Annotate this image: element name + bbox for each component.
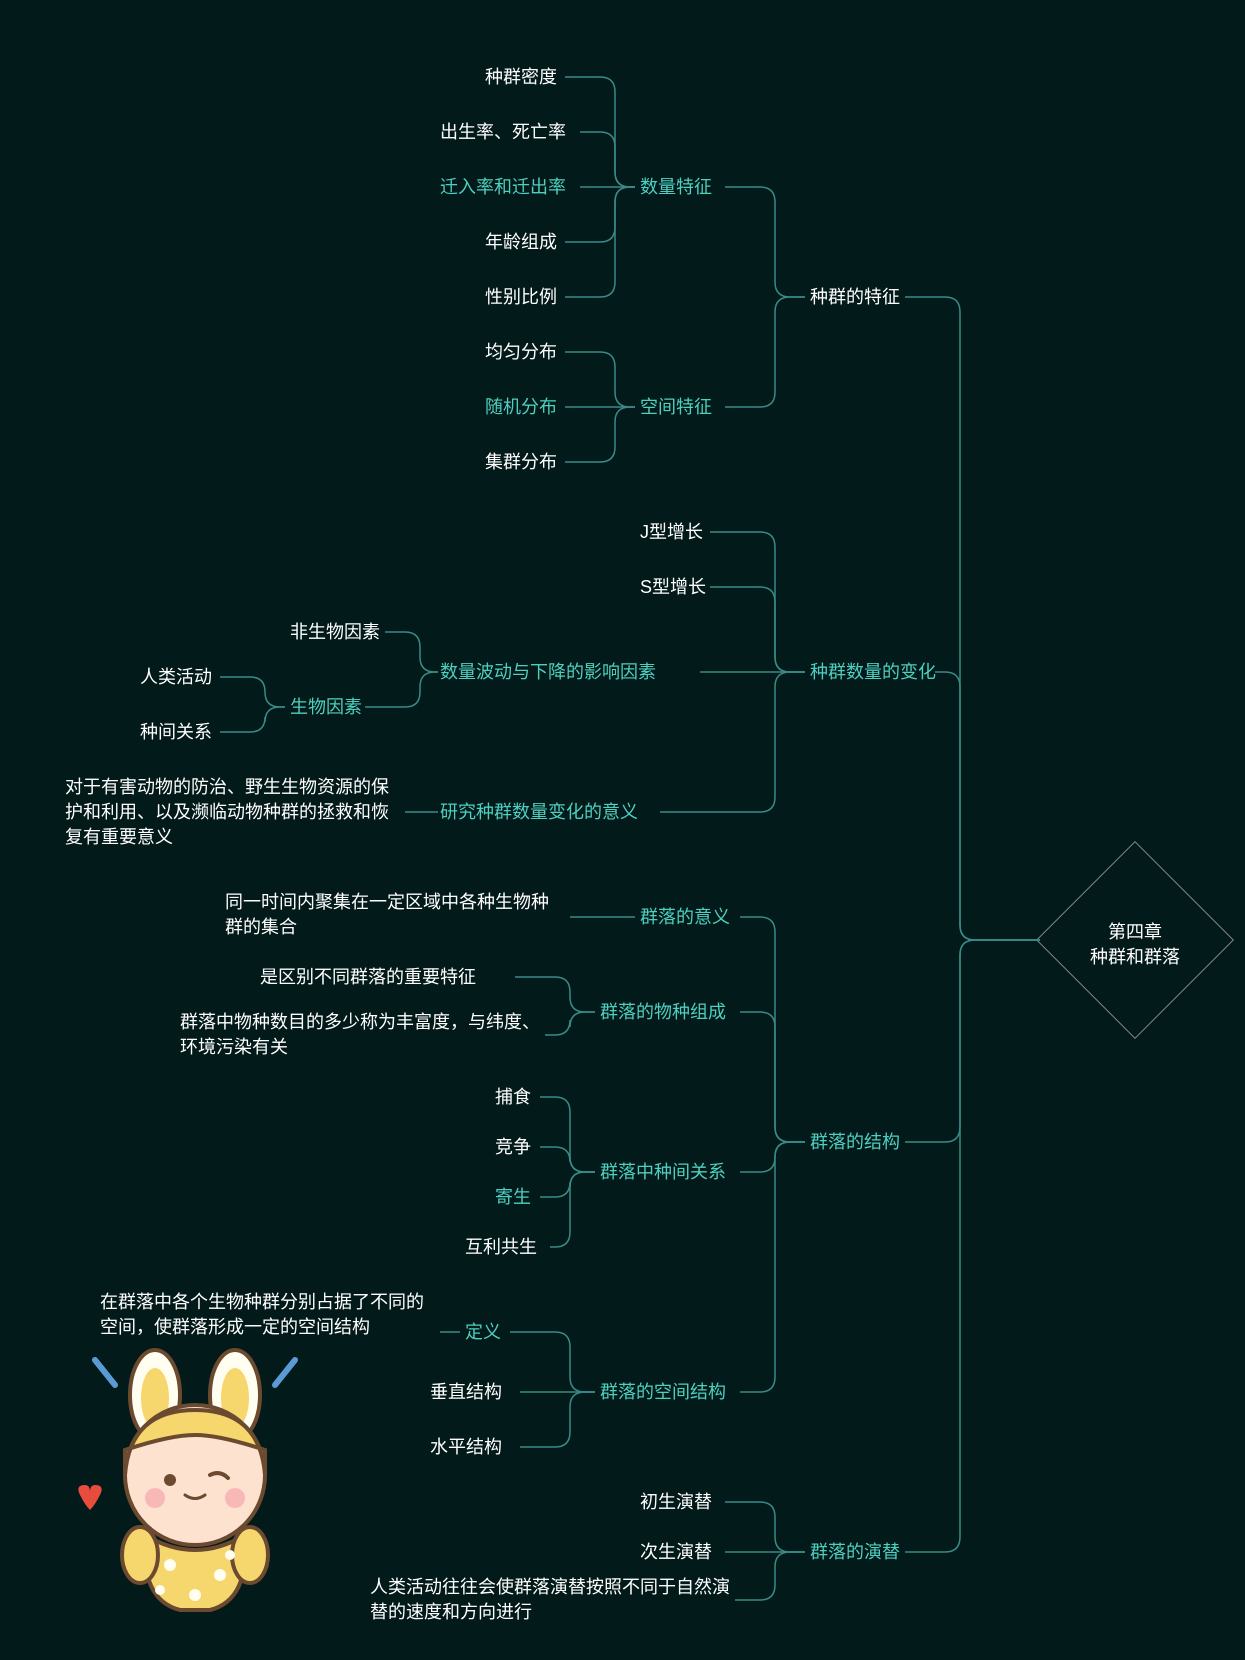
- node-species-comp: 群落的物种组成: [600, 1000, 726, 1025]
- node-inter-rel: 群落中种间关系: [600, 1160, 726, 1185]
- node-parasitism: 寄生: [495, 1185, 531, 1210]
- node-community-meaning: 群落的意义: [640, 905, 730, 930]
- node-horizontal: 水平结构: [430, 1435, 502, 1460]
- node-research-meaning: 研究种群数量变化的意义: [440, 800, 638, 825]
- root-line1: 第四章: [1108, 922, 1162, 942]
- root-line2: 种群和群落: [1090, 947, 1180, 967]
- node-distinguish: 是区别不同群落的重要特征: [260, 965, 476, 990]
- node-uniform: 均匀分布: [485, 340, 557, 365]
- node-abiotic: 非生物因素: [290, 620, 380, 645]
- node-birth-death: 出生率、死亡率: [440, 120, 566, 145]
- root-label: 第四章 种群和群落: [1090, 920, 1180, 970]
- node-secondary: 次生演替: [640, 1540, 712, 1565]
- node-human: 人类活动: [140, 665, 212, 690]
- node-fluctuation: 数量波动与下降的影响因素: [440, 660, 656, 685]
- node-quantity-feature: 数量特征: [640, 175, 712, 200]
- node-biotic: 生物因素: [290, 695, 362, 720]
- node-richness: 群落中物种数目的多少称为丰富度，与纬度、环境污染有关: [180, 1010, 540, 1060]
- node-cluster: 集群分布: [485, 450, 557, 475]
- node-density: 种群密度: [485, 65, 557, 90]
- node-space-struct: 群落的空间结构: [600, 1380, 726, 1405]
- node-s-growth: S型增长: [640, 575, 706, 600]
- node-vertical: 垂直结构: [430, 1380, 502, 1405]
- node-competition: 竞争: [495, 1135, 531, 1160]
- node-interspecies: 种间关系: [140, 720, 212, 745]
- node-pop-feature: 种群的特征: [810, 285, 900, 310]
- node-migration: 迁入率和迁出率: [440, 175, 566, 200]
- node-space-def: 在群落中各个生物种群分别占据了不同的空间，使群落形成一定的空间结构: [100, 1290, 440, 1340]
- node-succession: 群落的演替: [810, 1540, 900, 1565]
- node-pop-change: 种群数量的变化: [810, 660, 936, 685]
- bunny-sticker: [70, 1340, 320, 1620]
- node-mutualism: 互利共生: [465, 1235, 537, 1260]
- node-predation: 捕食: [495, 1085, 531, 1110]
- node-community-def: 同一时间内聚集在一定区域中各种生物种群的集合: [225, 890, 565, 940]
- node-random: 随机分布: [485, 395, 557, 420]
- node-primary: 初生演替: [640, 1490, 712, 1515]
- node-space-feature: 空间特征: [640, 395, 712, 420]
- node-meaning-detail: 对于有害动物的防治、野生生物资源的保护和利用、以及濒临动物种群的拯救和恢复有重要…: [65, 775, 405, 851]
- node-def: 定义: [465, 1320, 501, 1345]
- node-j-growth: J型增长: [640, 520, 703, 545]
- node-human-succession: 人类活动往往会使群落演替按照不同于自然演替的速度和方向进行: [370, 1575, 730, 1625]
- node-sex: 性别比例: [485, 285, 557, 310]
- node-community-struct: 群落的结构: [810, 1130, 900, 1155]
- node-age: 年龄组成: [485, 230, 557, 255]
